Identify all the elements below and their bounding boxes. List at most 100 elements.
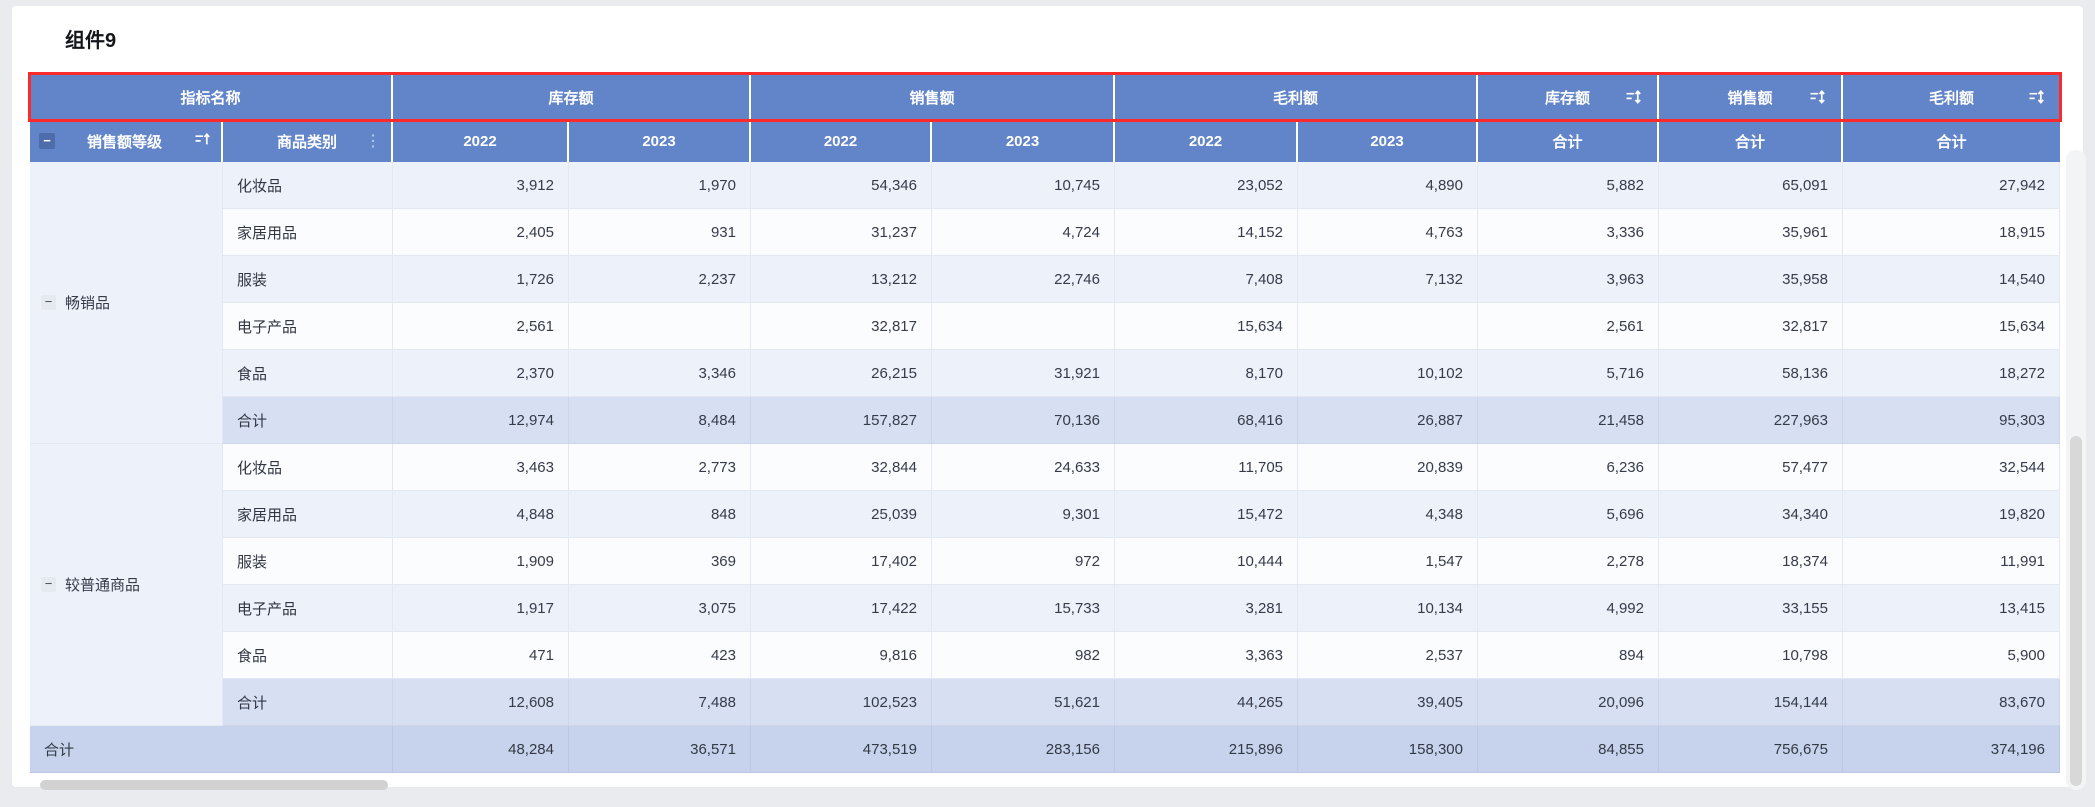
group-header-cell[interactable]: 销售额: [1659, 74, 1843, 120]
value-cell[interactable]: 8,484: [569, 397, 751, 444]
collapse-button[interactable]: −: [41, 295, 56, 310]
more-dots-icon[interactable]: [370, 132, 376, 150]
category-cell[interactable]: 电子产品: [223, 303, 393, 350]
value-cell[interactable]: 26,215: [751, 350, 932, 397]
value-cell[interactable]: 1,547: [1298, 538, 1478, 585]
v-scrollbar-thumb[interactable]: [2070, 436, 2082, 786]
value-cell[interactable]: 3,075: [569, 585, 751, 632]
value-cell[interactable]: 3,912: [393, 162, 569, 209]
value-cell[interactable]: 10,444: [1115, 538, 1298, 585]
value-cell[interactable]: [1298, 303, 1478, 350]
group-header-cell[interactable]: 销售额: [751, 74, 1115, 120]
value-cell[interactable]: 972: [932, 538, 1115, 585]
value-cell[interactable]: 32,544: [1843, 444, 2060, 491]
value-cell[interactable]: 157,827: [751, 397, 932, 444]
value-cell[interactable]: 283,156: [932, 726, 1115, 773]
value-cell[interactable]: 982: [932, 632, 1115, 679]
value-cell[interactable]: 65,091: [1659, 162, 1843, 209]
value-cell[interactable]: 51,621: [932, 679, 1115, 726]
value-cell[interactable]: 4,724: [932, 209, 1115, 256]
h-scrollbar-thumb[interactable]: [40, 780, 388, 790]
value-cell[interactable]: 15,634: [1843, 303, 2060, 350]
value-cell[interactable]: 95,303: [1843, 397, 2060, 444]
value-cell[interactable]: 848: [569, 491, 751, 538]
value-cell[interactable]: 5,882: [1478, 162, 1659, 209]
value-cell[interactable]: 11,705: [1115, 444, 1298, 491]
category-cell[interactable]: 食品: [223, 350, 393, 397]
sort-asc-icon[interactable]: [194, 131, 211, 152]
value-cell[interactable]: 83,670: [1843, 679, 2060, 726]
value-cell[interactable]: 14,152: [1115, 209, 1298, 256]
value-cell[interactable]: 15,634: [1115, 303, 1298, 350]
value-cell[interactable]: 3,963: [1478, 256, 1659, 303]
value-cell[interactable]: 3,363: [1115, 632, 1298, 679]
sort-updown-icon[interactable]: [1809, 89, 1826, 106]
column-header-cell[interactable]: 合计: [1478, 120, 1659, 162]
value-cell[interactable]: 215,896: [1115, 726, 1298, 773]
value-cell[interactable]: 7,132: [1298, 256, 1478, 303]
value-cell[interactable]: 5,696: [1478, 491, 1659, 538]
value-cell[interactable]: 54,346: [751, 162, 932, 209]
value-cell[interactable]: 4,348: [1298, 491, 1478, 538]
value-cell[interactable]: 44,265: [1115, 679, 1298, 726]
value-cell[interactable]: 31,921: [932, 350, 1115, 397]
value-cell[interactable]: [569, 303, 751, 350]
column-header-cell[interactable]: 2022: [751, 120, 932, 162]
value-cell[interactable]: 2,278: [1478, 538, 1659, 585]
value-cell[interactable]: 68,416: [1115, 397, 1298, 444]
value-cell[interactable]: 102,523: [751, 679, 932, 726]
value-cell[interactable]: 15,472: [1115, 491, 1298, 538]
value-cell[interactable]: 7,408: [1115, 256, 1298, 303]
value-cell[interactable]: 3,281: [1115, 585, 1298, 632]
value-cell[interactable]: 2,237: [569, 256, 751, 303]
value-cell[interactable]: 8,170: [1115, 350, 1298, 397]
value-cell[interactable]: 10,102: [1298, 350, 1478, 397]
value-cell[interactable]: 473,519: [751, 726, 932, 773]
value-cell[interactable]: 58,136: [1659, 350, 1843, 397]
value-cell[interactable]: 471: [393, 632, 569, 679]
value-cell[interactable]: 12,974: [393, 397, 569, 444]
vertical-scrollbar[interactable]: [2066, 150, 2086, 790]
row-group-cell[interactable]: − 畅销品: [30, 162, 223, 444]
value-cell[interactable]: 36,571: [569, 726, 751, 773]
subtotal-label-cell[interactable]: 合计: [223, 397, 393, 444]
value-cell[interactable]: 32,817: [1659, 303, 1843, 350]
sort-updown-icon[interactable]: [1625, 89, 1642, 106]
value-cell[interactable]: 48,284: [393, 726, 569, 773]
category-cell[interactable]: 电子产品: [223, 585, 393, 632]
value-cell[interactable]: 10,798: [1659, 632, 1843, 679]
value-cell[interactable]: 3,346: [569, 350, 751, 397]
value-cell[interactable]: 4,763: [1298, 209, 1478, 256]
value-cell[interactable]: 2,405: [393, 209, 569, 256]
category-cell[interactable]: 家居用品: [223, 491, 393, 538]
column-header-cell[interactable]: 2022: [393, 120, 569, 162]
value-cell[interactable]: 70,136: [932, 397, 1115, 444]
value-cell[interactable]: 369: [569, 538, 751, 585]
value-cell[interactable]: 13,212: [751, 256, 932, 303]
value-cell[interactable]: 6,236: [1478, 444, 1659, 491]
value-cell[interactable]: 19,820: [1843, 491, 2060, 538]
category-cell[interactable]: 食品: [223, 632, 393, 679]
value-cell[interactable]: 57,477: [1659, 444, 1843, 491]
value-cell[interactable]: 756,675: [1659, 726, 1843, 773]
grand-total-label-cell[interactable]: 合计: [30, 726, 393, 773]
value-cell[interactable]: 17,402: [751, 538, 932, 585]
category-cell[interactable]: 服装: [223, 256, 393, 303]
value-cell[interactable]: 27,942: [1843, 162, 2060, 209]
value-cell[interactable]: 32,817: [751, 303, 932, 350]
column-header-cell[interactable]: 2023: [932, 120, 1115, 162]
value-cell[interactable]: 23,052: [1115, 162, 1298, 209]
group-header-cell[interactable]: 指标名称: [30, 74, 393, 120]
value-cell[interactable]: 1,726: [393, 256, 569, 303]
group-header-cell[interactable]: 库存额: [393, 74, 751, 120]
value-cell[interactable]: 10,134: [1298, 585, 1478, 632]
value-cell[interactable]: 35,958: [1659, 256, 1843, 303]
value-cell[interactable]: 24,633: [932, 444, 1115, 491]
value-cell[interactable]: 10,745: [932, 162, 1115, 209]
value-cell[interactable]: 9,816: [751, 632, 932, 679]
value-cell[interactable]: 18,272: [1843, 350, 2060, 397]
value-cell[interactable]: 20,839: [1298, 444, 1478, 491]
value-cell[interactable]: 21,458: [1478, 397, 1659, 444]
column-header-cell[interactable]: 商品类别: [223, 120, 393, 162]
value-cell[interactable]: 12,608: [393, 679, 569, 726]
